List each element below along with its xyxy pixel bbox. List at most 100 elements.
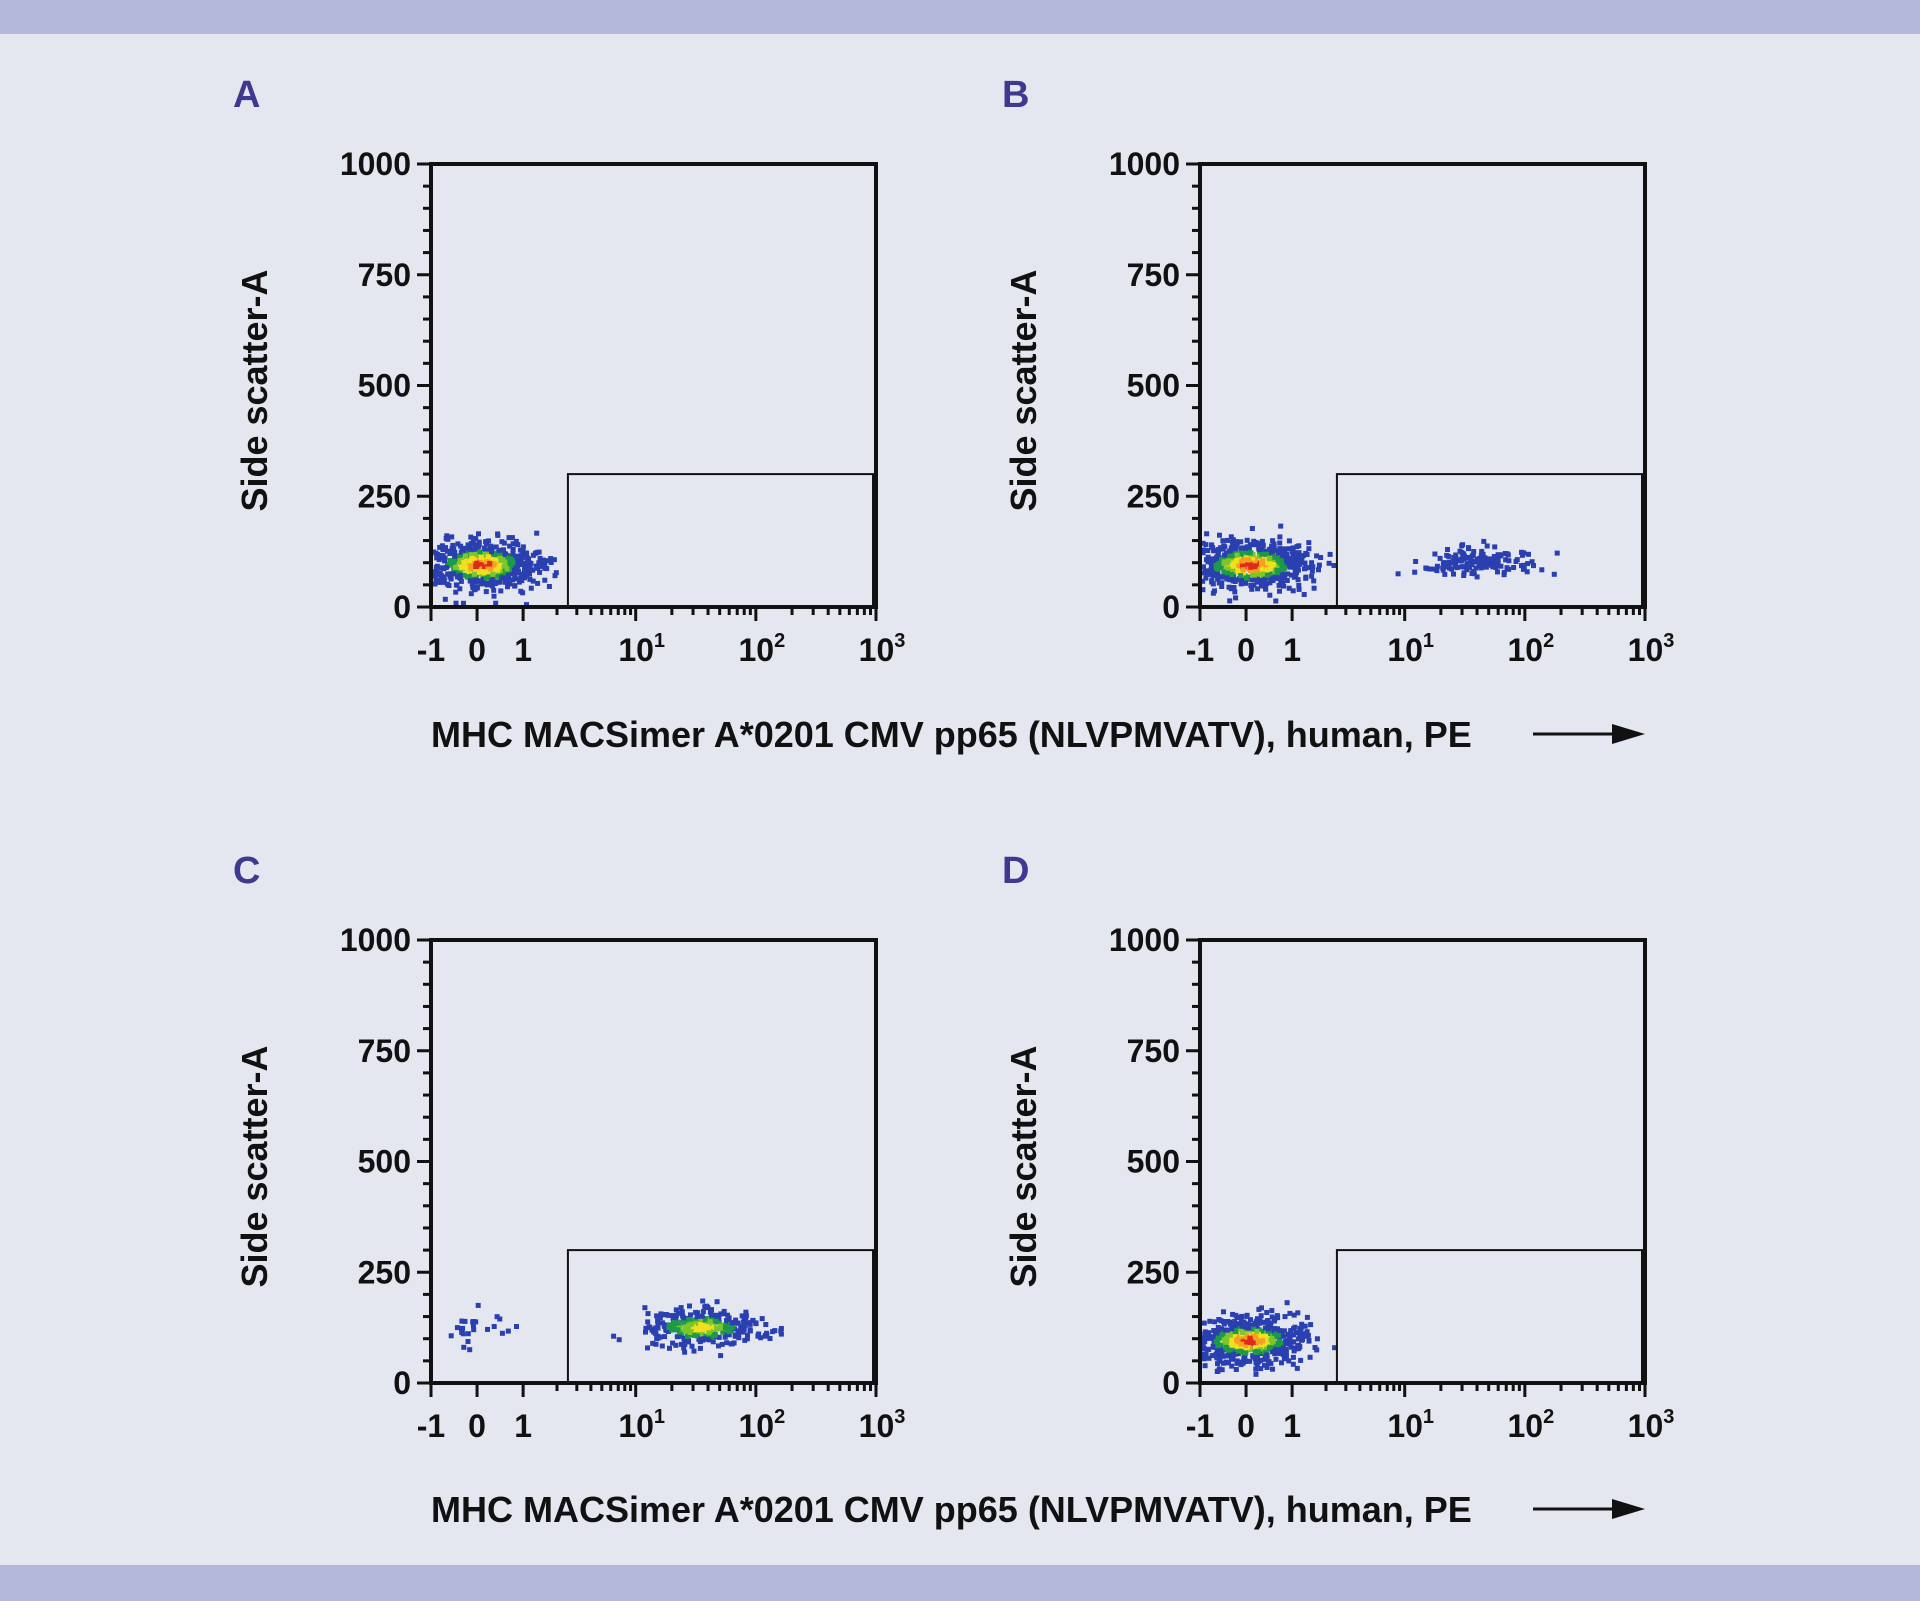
event-dot: [1262, 1340, 1268, 1346]
event-dot: [542, 561, 548, 567]
event-dot: [1256, 1306, 1262, 1312]
event-dot: [1521, 562, 1527, 568]
y-axis-label: Side scatter-A: [1003, 1045, 1044, 1287]
event-dot: [1495, 569, 1500, 575]
events: [1200, 1300, 1338, 1377]
event-dot: [471, 1319, 477, 1324]
event-dot: [1282, 571, 1288, 577]
event-dot: [1296, 586, 1302, 592]
event-dot: [725, 1318, 731, 1324]
event-dot: [1267, 566, 1273, 572]
event-dot: [524, 602, 529, 608]
event-dot: [473, 579, 479, 585]
event-dot: [1203, 575, 1209, 581]
event-dot: [1211, 557, 1217, 563]
event-dot: [1246, 557, 1252, 563]
event-dot: [1239, 1313, 1245, 1319]
event-dot: [1204, 1332, 1210, 1338]
event-dot: [528, 585, 534, 591]
event-dot: [493, 544, 499, 550]
event-dot: [732, 1332, 738, 1338]
event-dot: [1253, 1350, 1259, 1355]
event-dot: [1305, 1332, 1311, 1338]
event-dot: [448, 1333, 454, 1339]
event-dot: [1260, 1338, 1266, 1344]
event-dot: [1295, 577, 1301, 583]
event-dot: [1211, 548, 1217, 554]
event-dot: [519, 578, 525, 584]
event-dot: [1260, 583, 1266, 589]
event-dot: [530, 578, 536, 584]
event-dot: [1203, 542, 1209, 548]
event-dot: [459, 564, 465, 570]
event-dot: [1278, 1340, 1284, 1346]
event-dot: [1218, 1347, 1224, 1353]
event-dot: [652, 1330, 658, 1336]
event-dot: [1277, 588, 1282, 594]
y-axis-label: Side scatter-A: [1003, 269, 1044, 511]
y-tick-label: 750: [358, 257, 411, 293]
event-dot: [1283, 1354, 1289, 1359]
event-dot: [1304, 1329, 1310, 1335]
event-dot: [490, 580, 496, 586]
event-dot: [1218, 562, 1224, 567]
event-dot: [1219, 1350, 1225, 1356]
event-dot: [542, 577, 548, 583]
event-dot: [716, 1343, 721, 1349]
event-dot: [1240, 1329, 1245, 1335]
event-dot: [1306, 1338, 1312, 1343]
event-dot: [1243, 1334, 1249, 1340]
event-dot: [673, 1307, 679, 1313]
event-dot: [1296, 1336, 1301, 1342]
event-dot: [1247, 1340, 1253, 1345]
event-dot: [548, 556, 554, 562]
event-dot: [496, 547, 502, 553]
event-dot: [1228, 1347, 1234, 1353]
event-dot: [1464, 564, 1470, 570]
event-dot: [1249, 586, 1255, 592]
event-dot: [1237, 576, 1243, 582]
event-dot: [1238, 1317, 1244, 1323]
event-dot: [451, 546, 457, 552]
event-dot: [1492, 544, 1498, 550]
event-dot: [1274, 1340, 1280, 1346]
event-dot: [1272, 559, 1278, 565]
event-dot: [1219, 1367, 1225, 1373]
event-dot: [512, 583, 518, 589]
event-dot: [778, 1331, 784, 1337]
event-dot: [1211, 572, 1217, 578]
event-dot: [1250, 1353, 1256, 1359]
event-dot: [740, 1326, 746, 1332]
event-dot: [495, 531, 501, 537]
y-tick-label: 750: [358, 1033, 411, 1069]
y-tick-label: 250: [358, 478, 411, 514]
event-dot: [1276, 1333, 1281, 1339]
event-dot: [1226, 584, 1232, 590]
event-dot: [489, 556, 495, 562]
event-dot: [520, 544, 526, 550]
event-dot: [510, 577, 516, 583]
event-dot: [1228, 545, 1234, 551]
x-tick-label: 103: [1628, 1406, 1675, 1444]
top-band: [0, 0, 1920, 34]
event-dot: [654, 1313, 660, 1319]
event-dot: [642, 1305, 648, 1311]
event-dot: [696, 1327, 702, 1333]
event-dot: [431, 549, 436, 555]
event-dot: [1213, 565, 1219, 571]
event-dot: [536, 560, 542, 566]
x-tick-label: 102: [738, 630, 785, 668]
event-dot: [434, 578, 440, 583]
event-dot: [655, 1335, 661, 1341]
event-dot: [662, 1334, 668, 1340]
event-dot: [485, 1326, 490, 1332]
event-dot: [1233, 565, 1239, 571]
event-dot: [1277, 546, 1283, 552]
event-dot: [1242, 557, 1248, 563]
event-dot: [736, 1335, 742, 1341]
event-dot: [1272, 1334, 1278, 1340]
event-dot: [1231, 1351, 1237, 1357]
event-dot: [1279, 1360, 1284, 1366]
event-dot: [1294, 1365, 1300, 1371]
